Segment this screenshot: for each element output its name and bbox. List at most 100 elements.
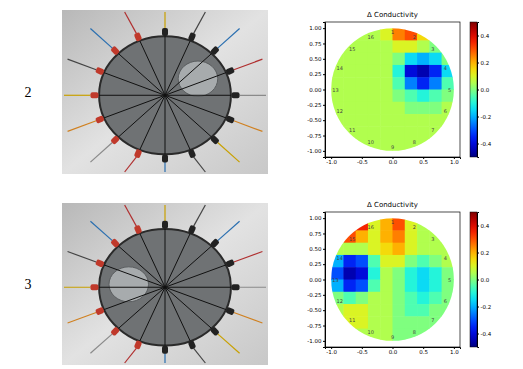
tick: -0.25	[307, 292, 325, 298]
photo-spoke	[165, 54, 212, 96]
cell	[429, 230, 442, 243]
cell	[356, 65, 369, 78]
cell	[331, 255, 344, 268]
tick-label: 0.00	[309, 277, 322, 283]
tick-mark	[323, 28, 325, 29]
photo-wire	[239, 95, 266, 96]
photo-clip	[95, 115, 105, 124]
cell	[393, 267, 406, 280]
photo-clip	[210, 46, 220, 56]
tick-label: -1.0	[326, 159, 337, 165]
cell	[380, 114, 393, 127]
cell	[429, 53, 442, 66]
cell	[343, 77, 356, 90]
photo-spoke	[104, 95, 165, 118]
photo-wire	[164, 12, 165, 29]
tick-mark	[323, 341, 325, 342]
cell	[380, 102, 393, 115]
tick-label: 0.50	[309, 246, 322, 252]
cell	[393, 77, 406, 90]
tick-label: 0.2	[481, 60, 490, 66]
photo-wire	[234, 121, 263, 132]
electrode-label: 3	[431, 46, 434, 52]
cell	[393, 40, 406, 53]
photo-background	[62, 203, 268, 365]
cell	[393, 304, 406, 317]
tick-label: 0.0	[389, 349, 398, 355]
electrode-label: 5	[448, 277, 451, 283]
photo-spoke	[99, 95, 165, 96]
cell	[393, 255, 406, 268]
photo-wire	[234, 252, 263, 262]
cell	[368, 28, 381, 41]
cell	[356, 77, 369, 90]
row-label: 3	[25, 277, 32, 292]
cell	[417, 126, 430, 139]
cell	[380, 77, 393, 90]
photo-clip	[188, 225, 197, 235]
photo-clip	[162, 221, 168, 229]
electrode-label: 15	[349, 46, 355, 52]
electrode-label: 10	[367, 139, 373, 145]
cell	[356, 316, 369, 329]
cell	[429, 77, 442, 90]
cell	[380, 90, 393, 103]
cell	[368, 126, 381, 139]
photo-spoke	[118, 287, 165, 328]
photo-wire	[90, 28, 112, 48]
cell	[405, 304, 418, 317]
tick-label: 0.00	[309, 87, 322, 93]
photo-wire	[194, 157, 206, 172]
cell	[368, 114, 381, 127]
cells	[331, 218, 454, 341]
cell	[393, 280, 406, 293]
tick: -1.00	[307, 148, 325, 154]
tick-mark	[477, 253, 479, 254]
photo-background	[62, 10, 268, 174]
photo-wire	[64, 287, 91, 288]
tick-label: -0.25	[307, 292, 322, 298]
tick: 0.4	[477, 223, 490, 229]
photo-spoke	[165, 287, 166, 345]
cell	[380, 304, 393, 317]
tick-mark	[477, 280, 479, 281]
cell	[405, 329, 418, 342]
cell	[417, 255, 430, 268]
cell	[405, 77, 418, 90]
cell	[380, 243, 393, 256]
cell	[393, 292, 406, 305]
cell	[380, 230, 393, 243]
photo-wire	[68, 59, 97, 70]
cell	[442, 304, 455, 317]
plot-title: Δ Conductivity	[367, 201, 418, 209]
cell	[429, 114, 442, 127]
tick: 0.75	[309, 41, 325, 47]
photo-wire	[90, 334, 112, 353]
tick-label: 0.4	[481, 33, 490, 39]
cell	[380, 292, 393, 305]
electrode-label: 9	[391, 144, 394, 150]
photo-clip	[110, 326, 120, 336]
cell	[405, 218, 418, 231]
cell	[429, 267, 442, 280]
electrode-label: 7	[431, 317, 434, 323]
photo-clip	[225, 307, 235, 316]
electrode-label: 9	[391, 334, 394, 340]
tick: 0.0	[477, 277, 490, 283]
cell	[417, 329, 430, 342]
cell	[356, 292, 369, 305]
photo-wire	[125, 157, 137, 172]
electrode-label: 14	[337, 65, 343, 71]
cell	[356, 267, 369, 280]
electrode-label: 12	[337, 108, 343, 114]
tick: 1.00	[309, 25, 325, 31]
cell	[405, 102, 418, 115]
conductivity-plot: Δ Conductivity12345678910111213141516-1.…	[307, 201, 491, 355]
photo-spoke	[165, 95, 212, 137]
cell	[429, 304, 442, 317]
electrode-label: 10	[367, 329, 373, 335]
photo-spoke	[118, 54, 165, 96]
tick-label: -0.5	[357, 349, 368, 355]
row-label: 2	[25, 85, 32, 100]
tick-label: 0.0	[389, 159, 398, 165]
